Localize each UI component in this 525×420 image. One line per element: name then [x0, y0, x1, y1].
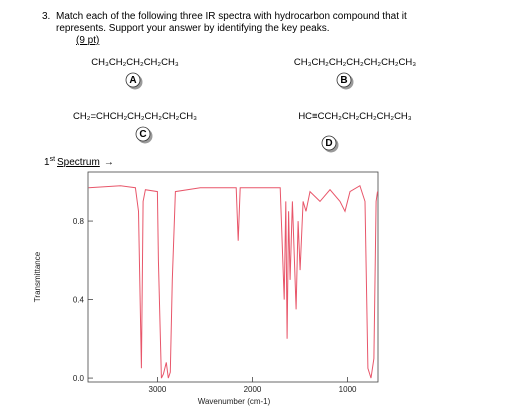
y-axis-label: Transmittance: [33, 251, 42, 302]
y-tick-label: 0.4: [73, 296, 85, 305]
question-text: represents. Support your answer by ident…: [56, 23, 329, 34]
spectrum-plot: 0.0 0.4 0.8 3000 2000 1000: [73, 184, 378, 394]
x-axis-label: Wavenumber (cm-1): [198, 397, 271, 406]
compound-formula: CH₃CH₂CH₂CH₂CH₂CH₂CH₃: [294, 57, 416, 68]
x-tick-label: 3000: [149, 385, 167, 394]
y-tick-label: 0.0: [73, 374, 85, 383]
plot-frame: [87, 171, 379, 383]
compound-label: B: [340, 75, 347, 86]
label-badges: A B C D: [125, 72, 354, 153]
spectrum-suffix: st: [50, 156, 56, 163]
compound-label: D: [325, 138, 332, 149]
spectrum-word: Spectrum: [57, 157, 100, 168]
compound-label: C: [139, 129, 146, 140]
spectrum-number: 1: [44, 157, 50, 168]
spectrum-heading: 1st Spectrum →: [44, 156, 114, 168]
compound-formula: CH₂=CHCH₂CH₂CH₂CH₂CH₃: [73, 111, 197, 122]
compound-formula: CH₃CH₂CH₂CH₂CH₃: [91, 57, 179, 68]
compound-label: A: [129, 75, 136, 86]
compound-formula: HC≡CCH₂CH₂CH₂CH₂CH₃: [298, 111, 411, 122]
spectrum-line: [88, 184, 378, 379]
y-tick-label: 0.8: [73, 217, 85, 226]
spectrum-arrow: →: [104, 157, 114, 168]
x-tick-label: 2000: [244, 385, 262, 394]
points: (9 pt): [76, 35, 99, 46]
x-tick-label: 1000: [339, 385, 357, 394]
question-text: Match each of the following three IR spe…: [56, 11, 407, 22]
question-number: 3.: [42, 11, 50, 22]
